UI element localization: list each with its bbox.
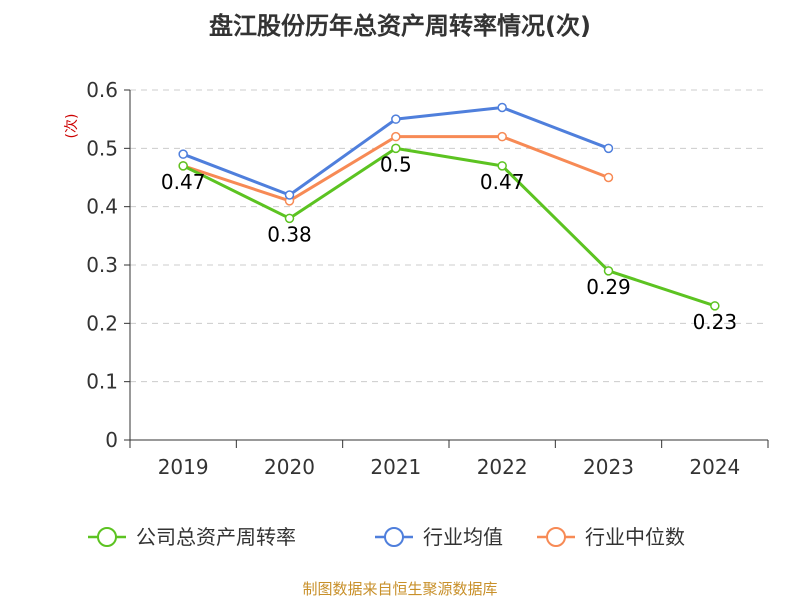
y-tick-label: 0.5 <box>86 136 118 160</box>
data-point <box>603 266 614 276</box>
x-tick-label: 2020 <box>264 455 315 479</box>
x-tick-label: 2019 <box>158 455 209 479</box>
legend-label: 行业均值 <box>423 525 503 549</box>
x-tick-labels: 2019 2020 2021 2022 2023 2024 <box>158 455 741 479</box>
data-point <box>284 213 295 224</box>
source-note: 制图数据来自恒生聚源数据库 <box>302 580 497 598</box>
legend-marker <box>384 527 404 547</box>
axes <box>124 89 769 448</box>
data-point <box>603 172 614 183</box>
legend-label: 行业中位数 <box>585 525 685 549</box>
data-point <box>497 161 507 171</box>
series-line <box>182 146 716 308</box>
data-label: 0.47 <box>161 170 206 194</box>
legend-item: 行业均值 <box>375 525 503 549</box>
legend-marker <box>97 527 117 547</box>
x-tick-label: 2021 <box>370 455 421 479</box>
series-1 <box>178 102 614 200</box>
x-tick-label: 2024 <box>689 455 740 479</box>
series-0 <box>178 143 720 311</box>
legend-item: 行业中位数 <box>537 525 685 549</box>
data-labels: 0.47 0.38 0.5 0.47 0.29 0.23 <box>161 152 737 334</box>
data-point <box>178 149 188 159</box>
data-point <box>603 143 614 154</box>
data-point <box>391 114 401 124</box>
data-label: 0.23 <box>693 310 738 334</box>
data-label: 0.47 <box>480 170 525 194</box>
data-point <box>391 143 401 154</box>
series-layer <box>178 102 720 311</box>
legend: 公司总资产周转率 行业均值 行业中位数 <box>88 525 685 549</box>
y-tick-label: 0.2 <box>86 311 118 335</box>
legend-item: 公司总资产周转率 <box>88 525 296 549</box>
data-point <box>497 131 507 142</box>
y-tick-label: 0.6 <box>86 78 118 102</box>
y-tick-labels: 0 0.1 0.2 0.3 0.4 0.5 0.6 <box>86 78 118 452</box>
y-axis-label: (次) <box>64 114 80 139</box>
data-label: 0.38 <box>267 222 312 246</box>
x-tick-label: 2022 <box>477 455 528 479</box>
chart-title: 盘江股份历年总资产周转率情况(次) <box>209 12 591 40</box>
y-tick-label: 0 <box>105 428 118 452</box>
data-label: 0.29 <box>586 275 631 299</box>
data-point <box>178 161 188 171</box>
grid-lines <box>130 89 768 383</box>
data-point <box>284 190 295 200</box>
data-point <box>710 301 720 311</box>
y-tick-label: 0.3 <box>86 253 118 277</box>
x-tick-label: 2023 <box>583 455 634 479</box>
y-tick-label: 0.1 <box>86 370 118 394</box>
data-point <box>391 131 401 142</box>
data-label: 0.5 <box>380 152 412 176</box>
data-point <box>497 102 507 113</box>
y-tick-label: 0.4 <box>86 195 118 219</box>
legend-marker <box>546 527 566 547</box>
legend-label: 公司总资产周转率 <box>136 525 296 549</box>
